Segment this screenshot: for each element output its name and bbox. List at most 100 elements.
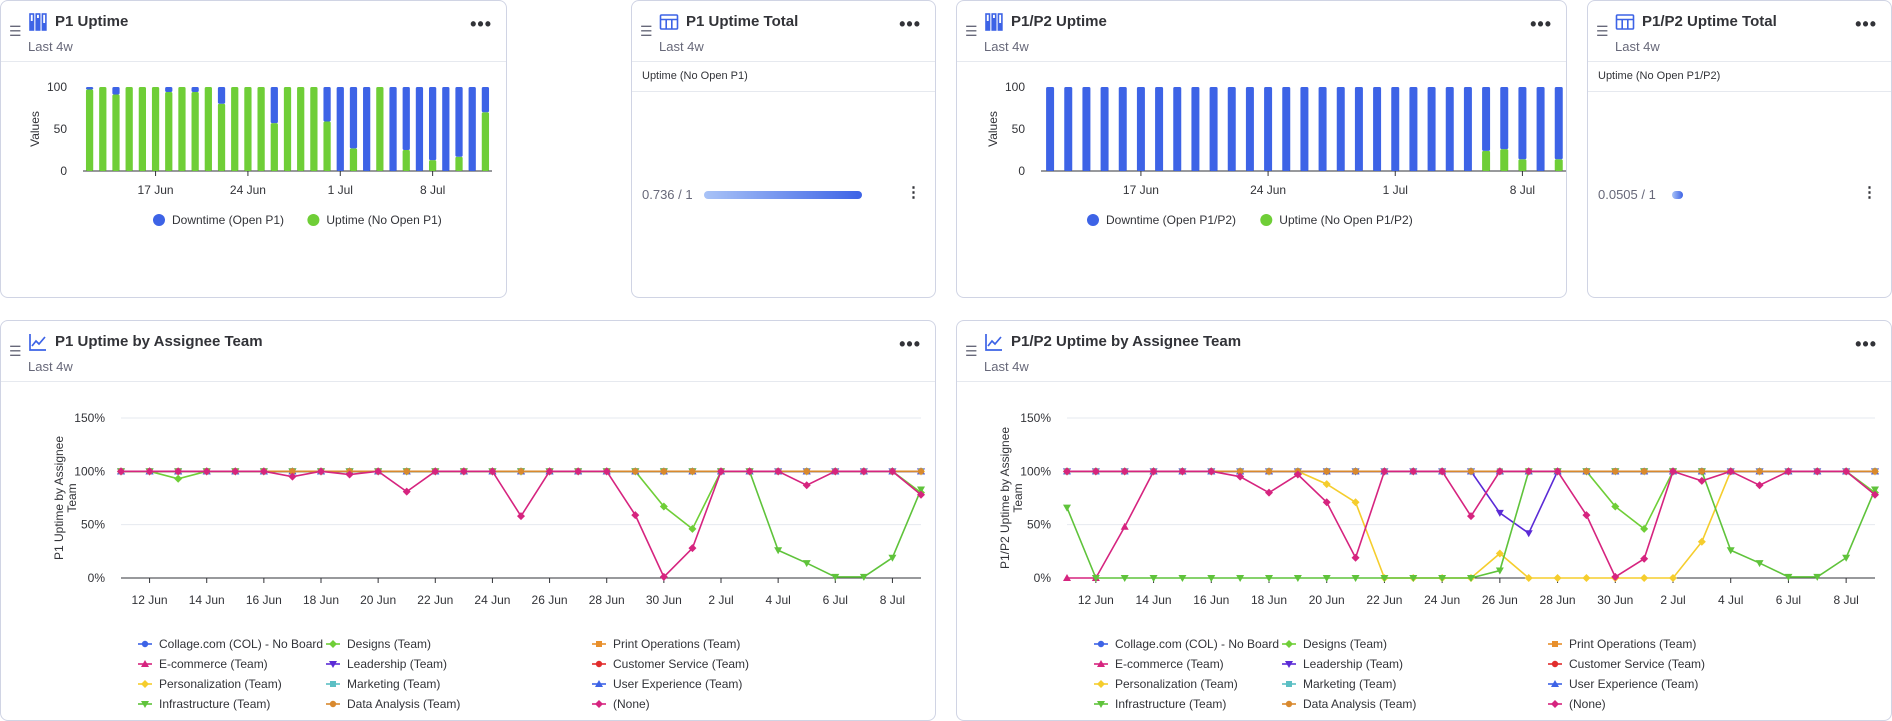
card-subtitle: Last 4w	[28, 359, 73, 374]
uptime-value: 0.0505 / 1	[1598, 187, 1656, 202]
line-chart-icon	[29, 334, 46, 351]
bar-segment	[1518, 159, 1527, 171]
legend-label: Collage.com (COL) - No Board	[159, 637, 323, 651]
data-point	[1409, 467, 1418, 476]
data-point	[1438, 467, 1447, 476]
data-point	[1380, 575, 1389, 582]
bar-segment	[1155, 87, 1164, 171]
bar-segment	[231, 87, 239, 171]
row-more-icon[interactable]: ⋮	[906, 184, 921, 201]
column-header-label: Uptime (No Open P1)	[642, 70, 748, 82]
x-tick-label: 8 Jul	[880, 593, 905, 607]
data-point	[1207, 575, 1216, 582]
legend-marker	[595, 660, 603, 668]
legend-marker	[595, 680, 603, 687]
data-point	[259, 467, 268, 476]
drag-handle-icon[interactable]: ☰	[9, 23, 22, 39]
y-tick-label: 0	[1018, 164, 1025, 178]
stacked-bar-chart-icon	[985, 13, 1003, 31]
legend-label: User Experience (Team)	[1569, 677, 1698, 691]
data-point	[1207, 467, 1216, 476]
card-title: P1/P2 Uptime Total	[1642, 13, 1777, 30]
legend-marker	[1551, 660, 1559, 668]
more-options-icon[interactable]: •••	[899, 14, 921, 34]
line-chart-icon	[985, 334, 1002, 351]
data-point	[1091, 575, 1100, 582]
y-tick-label: 50	[54, 122, 68, 136]
bar-segment	[1500, 87, 1509, 150]
table-icon	[1615, 14, 1635, 30]
data-point	[659, 502, 668, 511]
card-subtitle: Last 4w	[984, 359, 1029, 374]
legend-marker	[1097, 680, 1105, 688]
x-tick-label: 24 Jun	[1424, 593, 1460, 607]
bar-segment	[429, 160, 437, 171]
x-tick-label: 8 Jul	[420, 183, 445, 197]
data-point	[1524, 530, 1533, 538]
data-point	[1322, 575, 1331, 582]
data-point	[1265, 468, 1273, 475]
bar-segment	[244, 87, 252, 171]
drag-handle-icon[interactable]: ☰	[1596, 23, 1609, 39]
data-point	[774, 547, 783, 555]
data-point	[1698, 468, 1706, 475]
data-point	[1293, 470, 1302, 479]
card-header	[957, 1, 1566, 62]
more-options-icon[interactable]: •••	[470, 14, 492, 34]
bar-segment	[85, 89, 94, 171]
legend-marker	[141, 680, 149, 688]
data-point	[1524, 467, 1533, 476]
legend-marker	[329, 640, 337, 648]
x-tick-label: 26 Jun	[532, 593, 568, 607]
data-point	[174, 467, 183, 476]
more-options-icon[interactable]: •••	[899, 334, 921, 354]
bar-segment	[1046, 87, 1055, 171]
row-more-icon[interactable]: ⋮	[1862, 184, 1877, 201]
legend-label: E-commerce (Team)	[159, 657, 268, 671]
drag-handle-icon[interactable]: ☰	[965, 23, 978, 39]
data-point	[888, 467, 897, 476]
drag-handle-icon[interactable]: ☰	[640, 23, 653, 39]
data-point	[802, 481, 811, 490]
data-point	[659, 572, 668, 581]
bar-segment	[1373, 87, 1382, 171]
more-options-icon[interactable]: •••	[1530, 14, 1552, 34]
more-options-icon[interactable]: •••	[1855, 334, 1877, 354]
data-point	[289, 468, 296, 475]
legend-marker	[1097, 660, 1105, 667]
y-axis-label: Values	[28, 111, 42, 147]
x-tick-label: 8 Jul	[1833, 593, 1858, 607]
legend-marker	[330, 681, 336, 687]
card-title: P1/P2 Uptime	[1011, 13, 1107, 30]
data-point	[1120, 467, 1129, 476]
bar-segment	[1482, 150, 1491, 171]
data-point	[1612, 468, 1619, 475]
drag-handle-icon[interactable]: ☰	[9, 343, 22, 359]
legend-marker	[141, 640, 149, 648]
bar-segment	[283, 87, 292, 171]
data-point	[488, 467, 497, 476]
bar-segment	[1445, 87, 1454, 171]
legend-label: Designs (Team)	[1303, 637, 1387, 651]
data-point	[1755, 560, 1764, 568]
drag-handle-icon[interactable]: ☰	[965, 343, 978, 359]
legend-marker	[141, 701, 149, 708]
data-point	[1265, 488, 1273, 497]
data-point	[1063, 467, 1071, 476]
bar-segment	[1064, 87, 1073, 171]
data-point	[689, 468, 696, 475]
legend-label: Data Analysis (Team)	[347, 697, 460, 711]
y-axis-label: P1/P2 Uptime by Assignee	[998, 427, 1012, 569]
legend-marker	[1286, 681, 1292, 687]
data-point	[1352, 468, 1359, 475]
data-point	[1236, 468, 1244, 475]
column-header-label: Uptime (No Open P1/P2)	[1598, 70, 1721, 82]
data-point	[1120, 575, 1129, 582]
bar-segment	[481, 112, 490, 171]
more-options-icon[interactable]: •••	[1855, 14, 1877, 34]
data-point	[1640, 574, 1649, 582]
y-tick-label: 50%	[81, 518, 105, 532]
bar-segment	[415, 87, 424, 171]
bar-segment	[402, 87, 410, 150]
data-point	[1351, 575, 1360, 582]
